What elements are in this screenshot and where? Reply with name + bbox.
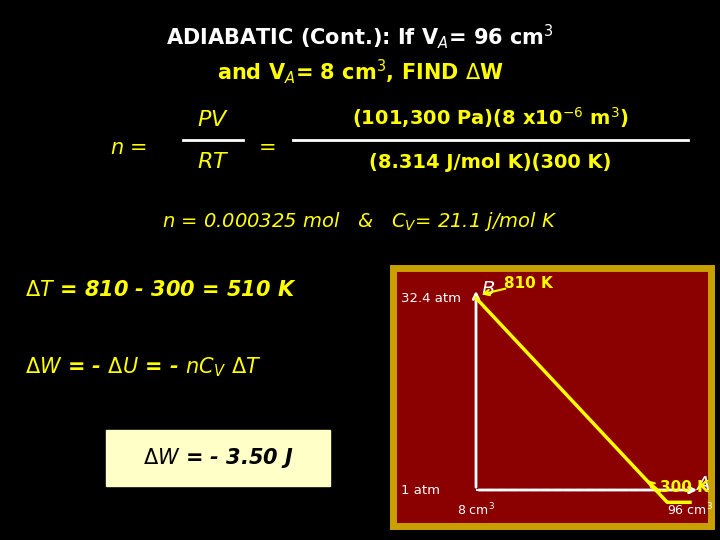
Text: 810 K: 810 K <box>504 276 553 291</box>
Text: 300 K: 300 K <box>660 481 709 495</box>
Text: $\mathit{B}$: $\mathit{B}$ <box>481 280 495 299</box>
Text: $\mathit{A}$: $\mathit{A}$ <box>695 476 710 495</box>
Text: $n$ = 0.000325 mol   &   $C_V$= 21.1 j/mol K: $n$ = 0.000325 mol & $C_V$= 21.1 j/mol K <box>162 210 558 233</box>
Text: $\mathit{PV}$: $\mathit{PV}$ <box>197 110 229 130</box>
Text: (8.314 J/mol K)(300 K): (8.314 J/mol K)(300 K) <box>369 153 611 172</box>
Text: $\Delta$$\mathit{T}$ = 810 - 300 = 510 K: $\Delta$$\mathit{T}$ = 810 - 300 = 510 K <box>25 280 297 300</box>
Text: 1 atm: 1 atm <box>401 483 440 496</box>
Text: 32.4 atm: 32.4 atm <box>401 292 461 305</box>
Text: $\mathit{RT}$: $\mathit{RT}$ <box>197 152 229 172</box>
FancyBboxPatch shape <box>106 430 330 486</box>
Text: and V$_A$= 8 cm$^3$, FIND $\Delta$W: and V$_A$= 8 cm$^3$, FIND $\Delta$W <box>217 57 503 86</box>
Text: $\Delta$$\mathit{W}$ = - $\Delta$$\mathit{U}$ = - $\mathit{n}$$C_V$ $\Delta$$\ma: $\Delta$$\mathit{W}$ = - $\Delta$$\mathi… <box>25 355 261 379</box>
Text: $n$ =: $n$ = <box>110 138 147 158</box>
Text: ADIABATIC (Cont.): If V$_A$= 96 cm$^3$: ADIABATIC (Cont.): If V$_A$= 96 cm$^3$ <box>166 22 554 51</box>
Text: 96 cm$^3$: 96 cm$^3$ <box>667 502 713 518</box>
Text: =: = <box>259 138 276 158</box>
Bar <box>393 268 711 526</box>
Text: (101,300 Pa)(8 x10$^{-6}$ m$^3$): (101,300 Pa)(8 x10$^{-6}$ m$^3$) <box>352 105 629 131</box>
Text: $\Delta$$\mathit{W}$ = - 3.50 J: $\Delta$$\mathit{W}$ = - 3.50 J <box>143 446 294 470</box>
Text: 8 cm$^3$: 8 cm$^3$ <box>457 502 495 518</box>
